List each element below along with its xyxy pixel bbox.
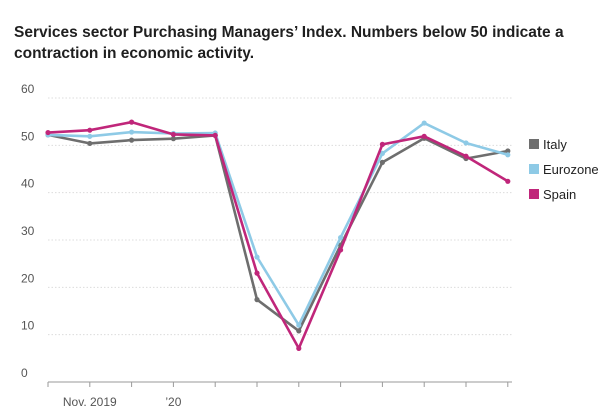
legend: Italy Eurozone Spain [529,137,599,202]
series-line-spain [46,120,510,350]
data-point-spain [338,247,344,253]
y-tick-label: 10 [21,319,35,333]
y-tick-label: 40 [21,177,35,191]
series-line-eurozone [46,121,510,327]
data-point-eurozone [505,152,511,158]
data-point-italy [505,148,511,154]
data-point-eurozone [338,235,344,241]
legend-label-italy: Italy [543,137,567,152]
y-tick-label: 50 [21,129,35,143]
data-point-eurozone [421,120,427,126]
series-lines [45,119,511,351]
data-point-eurozone [463,140,469,146]
data-point-spain [379,141,385,147]
x-tick-label: ’20 [165,395,181,409]
data-point-spain [87,127,93,133]
data-point-spain [505,178,511,184]
data-point-italy [379,159,385,165]
series-line-italy [46,133,510,333]
data-point-eurozone [296,322,302,328]
data-point-spain [45,129,51,136]
x-tick-label: Nov. 2019 [63,395,117,409]
data-point-spain [254,270,260,276]
data-point-italy [170,136,176,142]
legend-swatch-italy [529,139,539,149]
legend-swatch-eurozone [529,164,539,174]
y-tick-label: 20 [21,271,35,285]
data-point-italy [296,328,302,334]
data-point-eurozone [87,133,93,139]
y-tick-label: 60 [21,82,35,96]
y-tick-label: 30 [21,224,35,238]
data-point-spain [129,119,135,125]
data-point-italy [254,297,260,303]
data-point-italy [87,140,93,147]
data-point-spain [170,131,176,138]
data-point-spain [421,133,427,139]
data-point-spain [463,153,469,159]
axes: 0 10 20 30 40 50 60 Nov. 2019 ’20 [21,82,509,409]
data-point-eurozone [129,129,135,135]
legend-label-eurozone: Eurozone [543,162,599,177]
data-point-spain [212,132,218,138]
chart-title: Services sector Purchasing Managers’ Ind… [14,24,564,62]
data-point-spain [296,345,302,351]
legend-label-spain: Spain [543,187,576,202]
legend-swatch-spain [529,189,539,199]
data-point-eurozone [379,150,385,156]
data-point-eurozone [254,254,260,260]
gridlines [48,97,512,383]
data-point-italy [129,137,135,143]
y-tick-label: 0 [21,366,28,380]
